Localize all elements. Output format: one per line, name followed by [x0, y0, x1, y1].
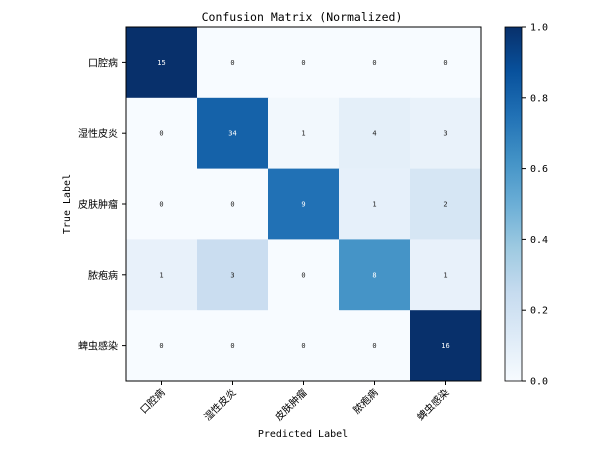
- cell-value-label: 16: [441, 342, 449, 350]
- cell-value-label: 2: [443, 201, 447, 209]
- x-tick-label: 口腔病: [137, 386, 167, 416]
- cell-value-label: 3: [443, 130, 447, 138]
- cell-value-label: 4: [372, 130, 376, 138]
- matrix-cell: [410, 27, 482, 99]
- matrix-cell: [126, 97, 198, 170]
- colorbar-tick-label: 0.2: [530, 306, 548, 317]
- cell-value-label: 1: [159, 271, 163, 279]
- matrix-cell: [126, 27, 198, 99]
- cell-value-label: 0: [230, 201, 234, 209]
- matrix-cell: [339, 310, 411, 382]
- cell-value-label: 8: [372, 271, 376, 279]
- matrix-cell: [268, 27, 340, 99]
- cell-value-label: 34: [228, 130, 236, 138]
- cell-value-label: 0: [372, 342, 376, 350]
- cell-value-label: 0: [159, 130, 163, 138]
- matrix-cell: [268, 168, 340, 240]
- x-tick-label: 湿性皮炎: [201, 386, 238, 423]
- y-axis-label: True Label: [62, 174, 73, 234]
- colorbar-tick-label: 0.0: [530, 377, 548, 388]
- matrix-cell: [197, 239, 269, 311]
- matrix-cell: [197, 168, 269, 240]
- cell-value-label: 9: [301, 201, 305, 209]
- matrix-cell: [126, 310, 198, 382]
- cell-value-label: 3: [230, 271, 234, 279]
- matrix-cell: [126, 168, 198, 240]
- cell-value-label: 1: [443, 271, 447, 279]
- cell-value-label: 0: [301, 271, 305, 279]
- y-tick-label: 口腔病: [88, 56, 118, 69]
- matrix-cell: [197, 27, 269, 99]
- matrix-cell: [339, 239, 411, 311]
- colorbar-tick-label: 1.0: [530, 23, 548, 34]
- matrix-cell: [268, 310, 340, 382]
- y-tick-label: 蜱虫感染: [78, 340, 118, 353]
- x-axis-label: Predicted Label: [258, 429, 348, 440]
- matrix-cell: [339, 27, 411, 99]
- cell-value-label: 0: [443, 59, 447, 67]
- cell-value-label: 15: [157, 59, 165, 67]
- matrix-cell: [410, 97, 482, 170]
- cell-value-label: 0: [159, 201, 163, 209]
- matrix-cell: [268, 239, 340, 311]
- x-tick-label: 蜱虫感染: [414, 386, 451, 423]
- colorbar-tick-label: 0.4: [530, 235, 548, 246]
- x-tick-label: 皮肤肿瘤: [272, 386, 309, 423]
- matrix-cell: [410, 239, 482, 311]
- x-tick-label: 脓疱病: [350, 386, 380, 416]
- y-tick-label: 皮肤肿瘤: [78, 198, 118, 211]
- cell-value-label: 0: [230, 342, 234, 350]
- colorbar-tick-label: 0.6: [530, 164, 548, 175]
- cell-value-label: 0: [230, 59, 234, 67]
- cell-value-label: 0: [301, 342, 305, 350]
- matrix-cell: [126, 239, 198, 311]
- cell-value-label: 1: [301, 130, 305, 138]
- cell-value-label: 0: [301, 59, 305, 67]
- colorbar-tick-label: 0.8: [530, 93, 548, 104]
- colorbar: [504, 26, 523, 382]
- matrix-cell: [410, 168, 482, 240]
- cell-value-label: 0: [372, 59, 376, 67]
- y-tick-label: 脓疱病: [88, 269, 118, 282]
- matrix-cell: [410, 310, 482, 382]
- chart-title: Confusion Matrix (Normalized): [202, 10, 403, 24]
- y-tick-label: 湿性皮炎: [78, 127, 118, 140]
- matrix-cell: [268, 97, 340, 170]
- matrix-cell: [339, 97, 411, 170]
- matrix-cell: [197, 310, 269, 382]
- matrix-cell: [197, 97, 269, 170]
- matrix-cell: [339, 168, 411, 240]
- cell-value-label: 1: [372, 201, 376, 209]
- cell-value-label: 0: [159, 342, 163, 350]
